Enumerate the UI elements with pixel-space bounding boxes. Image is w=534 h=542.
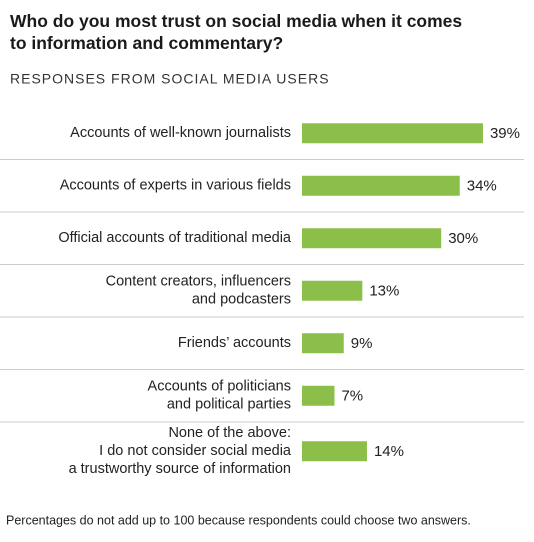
value-label: 7%	[341, 388, 363, 405]
category-label: and political parties	[167, 397, 291, 413]
bar	[302, 333, 344, 354]
category-label: Friends’ accounts	[178, 335, 291, 351]
category-label: Content creators, influencers	[106, 274, 291, 290]
value-label: 30%	[448, 230, 478, 247]
bar	[302, 175, 460, 196]
bar	[302, 123, 483, 144]
value-label: 9%	[351, 335, 373, 352]
chart-title: Who do you most trust on social media wh…	[10, 11, 462, 53]
category-label: Accounts of politicians	[148, 379, 291, 395]
category-label: None of the above:	[168, 425, 291, 441]
value-label: 14%	[374, 443, 404, 460]
bar	[302, 280, 363, 301]
value-label: 39%	[490, 125, 520, 142]
value-label: 34%	[467, 178, 497, 195]
chart-note: Percentages do not add up to 100 because…	[6, 513, 471, 527]
category-label: Accounts of experts in various fields	[60, 178, 291, 194]
category-label: and podcasters	[192, 292, 291, 308]
category-label: Accounts of well-known journalists	[70, 125, 291, 141]
category-label: a trustworthy source of information	[69, 461, 291, 477]
value-label: 13%	[369, 283, 399, 300]
bar	[302, 385, 335, 406]
category-label: Official accounts of traditional media	[58, 230, 292, 246]
category-label: I do not consider social media	[99, 443, 292, 459]
chart-subtitle: RESPONSES FROM SOCIAL MEDIA USERS	[10, 71, 330, 87]
bar	[302, 441, 367, 462]
bar	[302, 228, 442, 249]
